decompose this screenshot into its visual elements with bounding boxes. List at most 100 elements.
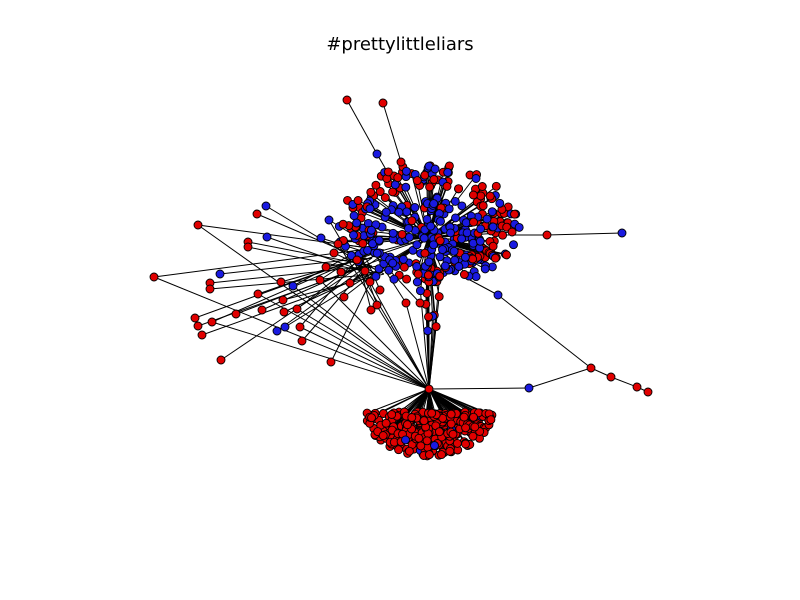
left-node (360, 266, 370, 276)
left-node (345, 278, 355, 288)
core-node (444, 204, 454, 214)
upper-node (412, 176, 422, 186)
right-node (542, 230, 552, 240)
left-node (352, 255, 362, 265)
upper-node (383, 167, 393, 177)
upper-node (401, 166, 411, 176)
upper-node (429, 175, 439, 184)
right-node (617, 228, 627, 238)
upper-node (380, 193, 390, 203)
left-node (261, 201, 271, 211)
upper-node (482, 214, 492, 224)
top-node (396, 157, 406, 167)
left-node (365, 277, 375, 287)
left-node (324, 215, 334, 225)
node-layer (149, 95, 653, 461)
upper-node (371, 271, 381, 281)
graph-edge (197, 224, 430, 390)
upper-node (430, 164, 440, 174)
upper-node (480, 264, 490, 274)
core-node (426, 221, 436, 231)
stem-node (431, 322, 441, 332)
left-node (288, 281, 298, 291)
graph-edge (325, 257, 373, 268)
upper-node (443, 167, 453, 177)
right-node (524, 383, 534, 393)
lower-node (452, 438, 462, 448)
lower-node (469, 412, 478, 422)
core-node (436, 216, 445, 226)
core-node (404, 224, 413, 233)
upper-node (509, 240, 518, 250)
graph-edge (419, 290, 430, 390)
lower-node (446, 409, 456, 419)
core-node (476, 224, 486, 234)
lower-node (414, 433, 424, 443)
graph-edge (497, 294, 592, 369)
graph-edge (366, 388, 430, 414)
upper-node (349, 211, 359, 221)
left-node (207, 317, 217, 327)
upper-node (495, 198, 505, 208)
left-node (193, 321, 203, 331)
right-node (632, 382, 642, 392)
upper-node (488, 222, 498, 232)
graph-edge (337, 243, 430, 390)
left-node (295, 322, 305, 332)
left-node (276, 277, 286, 287)
graph-edge (528, 367, 592, 389)
upper-node (471, 174, 481, 183)
left-node (329, 248, 339, 258)
upper-node (476, 191, 486, 201)
graph-edge (209, 265, 373, 284)
upper-node (459, 270, 469, 279)
lower-node (434, 427, 444, 437)
left-node (231, 309, 241, 319)
upper-node (468, 190, 478, 200)
left-node (297, 336, 307, 346)
lower-node (402, 420, 412, 430)
upper-node (399, 262, 409, 272)
core-node (407, 216, 417, 226)
lower-node (461, 423, 471, 433)
core-node (388, 228, 398, 238)
upper-node (507, 227, 517, 237)
stem-node (423, 270, 433, 280)
left-node (272, 326, 282, 336)
core-node (457, 201, 467, 211)
top-node (342, 95, 352, 105)
lower-node (448, 429, 458, 439)
left-node (375, 285, 385, 295)
left-node (280, 322, 290, 332)
hub-node (424, 384, 434, 394)
left-node (292, 304, 302, 314)
lower-node (407, 413, 417, 422)
core-node (469, 217, 478, 227)
graph-edge (346, 99, 378, 155)
graph-edge (235, 257, 385, 315)
upper-node (487, 207, 497, 217)
left-node (253, 289, 263, 299)
upper-node (490, 253, 500, 263)
left-node (216, 355, 226, 365)
lower-node (470, 422, 480, 432)
top-node (378, 98, 388, 108)
upper-node (353, 196, 363, 205)
left-node (243, 242, 253, 252)
core-node (366, 225, 376, 235)
upper-node (454, 184, 464, 194)
graph-edge (256, 213, 361, 259)
core-node (460, 252, 470, 262)
core-node (429, 199, 439, 209)
graph-edge (266, 236, 373, 275)
lower-node (419, 416, 429, 426)
core-node (440, 261, 450, 271)
core-node (388, 258, 398, 268)
core-node (457, 234, 467, 244)
core-node (402, 207, 412, 217)
graph-edge (284, 265, 385, 328)
upper-node (393, 173, 403, 183)
lower-node (387, 410, 397, 419)
